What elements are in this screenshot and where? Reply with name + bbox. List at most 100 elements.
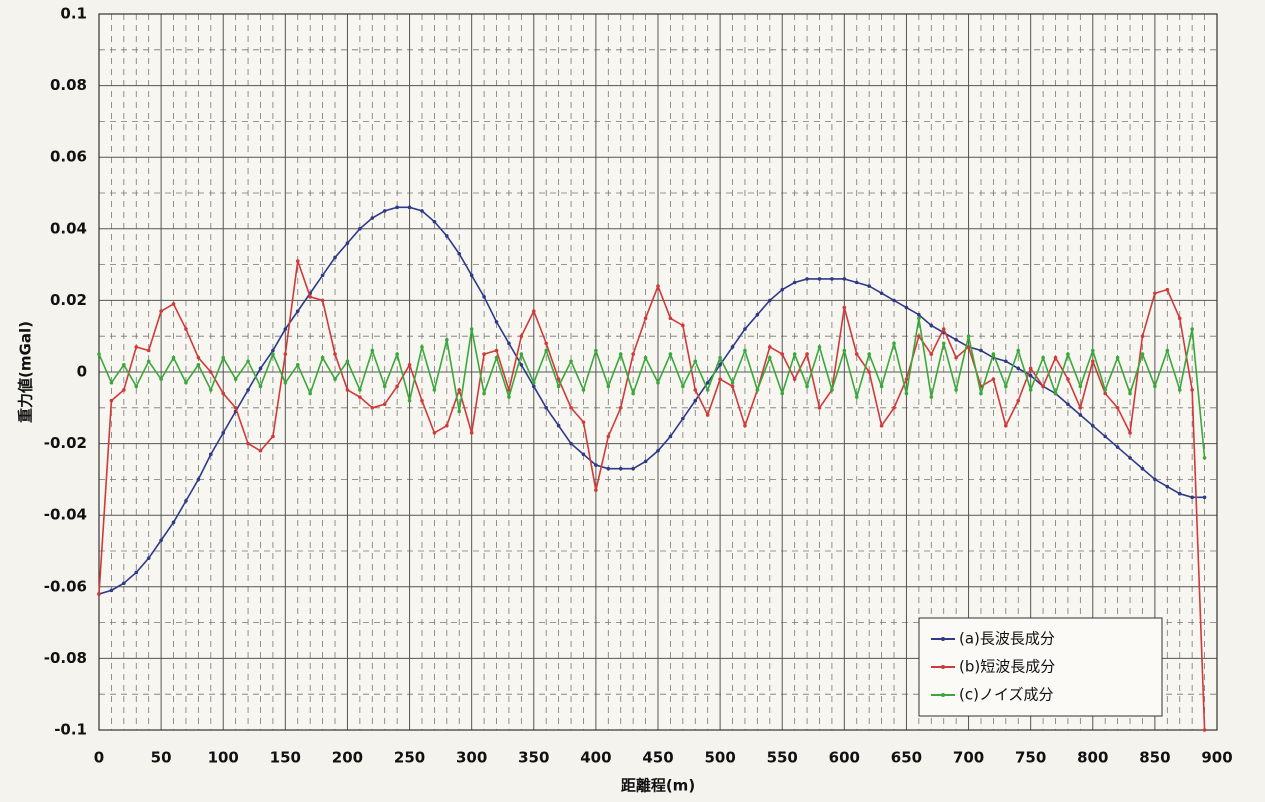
data-point bbox=[432, 219, 437, 224]
data-point bbox=[618, 466, 623, 471]
data-point bbox=[531, 384, 536, 389]
data-point bbox=[1140, 352, 1145, 356]
data-point bbox=[395, 384, 399, 389]
data-point bbox=[1128, 456, 1132, 460]
data-point bbox=[1090, 359, 1095, 364]
data-point bbox=[420, 345, 424, 349]
data-point bbox=[768, 298, 772, 303]
data-point bbox=[519, 334, 524, 339]
data-point bbox=[879, 384, 884, 389]
data-point bbox=[581, 388, 586, 392]
x-tick-label: 500 bbox=[704, 749, 735, 767]
data-point bbox=[122, 388, 126, 392]
data-point bbox=[370, 216, 375, 220]
data-point bbox=[917, 312, 921, 317]
data-point bbox=[606, 384, 611, 389]
data-point bbox=[333, 352, 337, 356]
legend-label: (b)短波長成分 bbox=[959, 658, 1055, 676]
data-point bbox=[556, 423, 561, 428]
data-point bbox=[146, 359, 151, 364]
data-point bbox=[1153, 291, 1157, 296]
data-point bbox=[854, 395, 859, 399]
data-point bbox=[979, 391, 983, 396]
data-point bbox=[469, 273, 474, 278]
data-point bbox=[258, 448, 263, 453]
data-point bbox=[209, 370, 213, 374]
y-tick-label: 0.08 bbox=[50, 76, 87, 94]
data-point bbox=[1028, 366, 1033, 371]
data-point bbox=[730, 380, 735, 385]
data-point bbox=[730, 345, 735, 349]
data-point bbox=[768, 345, 772, 349]
data-point bbox=[817, 406, 822, 410]
x-tick-label: 750 bbox=[1015, 749, 1046, 767]
data-point bbox=[358, 395, 362, 399]
data-point bbox=[432, 388, 437, 392]
y-tick-label: 0.04 bbox=[50, 219, 87, 237]
data-point bbox=[954, 355, 958, 360]
data-point bbox=[469, 327, 474, 331]
data-point bbox=[271, 352, 275, 356]
data-point bbox=[867, 370, 871, 374]
data-point bbox=[457, 409, 462, 414]
data-point bbox=[1090, 423, 1095, 428]
x-tick-label: 100 bbox=[208, 749, 239, 767]
data-point bbox=[805, 384, 809, 389]
data-point bbox=[618, 406, 623, 410]
data-point bbox=[382, 384, 387, 389]
data-point bbox=[705, 388, 710, 392]
data-point bbox=[743, 327, 747, 331]
data-point bbox=[1004, 384, 1008, 389]
data-point bbox=[271, 434, 275, 439]
data-point bbox=[656, 448, 660, 453]
data-point bbox=[693, 388, 698, 392]
data-point bbox=[1190, 388, 1194, 392]
data-point bbox=[1165, 484, 1170, 489]
data-point bbox=[1140, 334, 1145, 339]
data-point bbox=[594, 488, 598, 492]
data-point bbox=[171, 302, 176, 306]
data-point bbox=[792, 280, 797, 285]
data-point bbox=[445, 337, 449, 342]
y-tick-label: -0.08 bbox=[44, 649, 87, 667]
data-point bbox=[196, 355, 201, 360]
data-point bbox=[631, 466, 635, 471]
data-point bbox=[482, 391, 486, 396]
x-tick-label: 900 bbox=[1201, 749, 1232, 767]
data-point bbox=[1078, 413, 1083, 417]
data-point bbox=[283, 380, 288, 385]
x-tick-label: 800 bbox=[1077, 749, 1108, 767]
data-point bbox=[867, 352, 871, 356]
plot-border bbox=[98, 13, 1218, 731]
data-point bbox=[780, 391, 785, 396]
data-point bbox=[221, 391, 226, 396]
data-point bbox=[370, 406, 375, 410]
data-point bbox=[743, 423, 747, 428]
y-tick-label: 0.06 bbox=[50, 148, 87, 166]
x-axis-label: 距離程(m) bbox=[621, 777, 695, 795]
data-point bbox=[1115, 355, 1120, 360]
data-point bbox=[1153, 384, 1157, 389]
data-point bbox=[122, 581, 126, 586]
series-line bbox=[98, 260, 1206, 731]
data-point bbox=[768, 355, 772, 360]
data-point bbox=[432, 431, 437, 435]
data-point bbox=[184, 499, 188, 503]
data-point bbox=[681, 416, 685, 421]
data-point bbox=[295, 259, 300, 263]
legend: (a)長波長成分 (b)短波長成分 (c)ノイズ成分 bbox=[918, 617, 1163, 717]
data-point bbox=[1190, 495, 1194, 500]
data-point bbox=[1165, 348, 1170, 353]
data-point bbox=[1202, 456, 1207, 460]
data-point bbox=[122, 363, 126, 367]
data-point bbox=[519, 363, 524, 367]
data-point bbox=[246, 388, 250, 392]
data-point bbox=[1128, 431, 1132, 435]
data-point bbox=[333, 377, 337, 381]
data-point bbox=[531, 309, 536, 313]
data-point bbox=[1177, 491, 1182, 496]
legend-marker bbox=[941, 665, 945, 669]
series-line bbox=[98, 318, 1206, 458]
data-point bbox=[258, 384, 263, 389]
y-tick-label: 0.1 bbox=[60, 5, 87, 23]
